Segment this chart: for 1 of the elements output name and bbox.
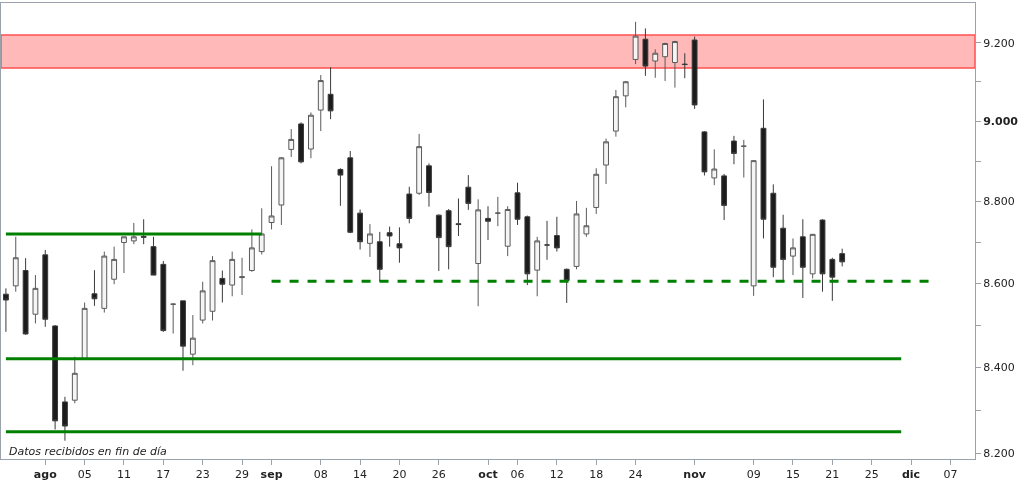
candlestick: [3, 287, 9, 333]
